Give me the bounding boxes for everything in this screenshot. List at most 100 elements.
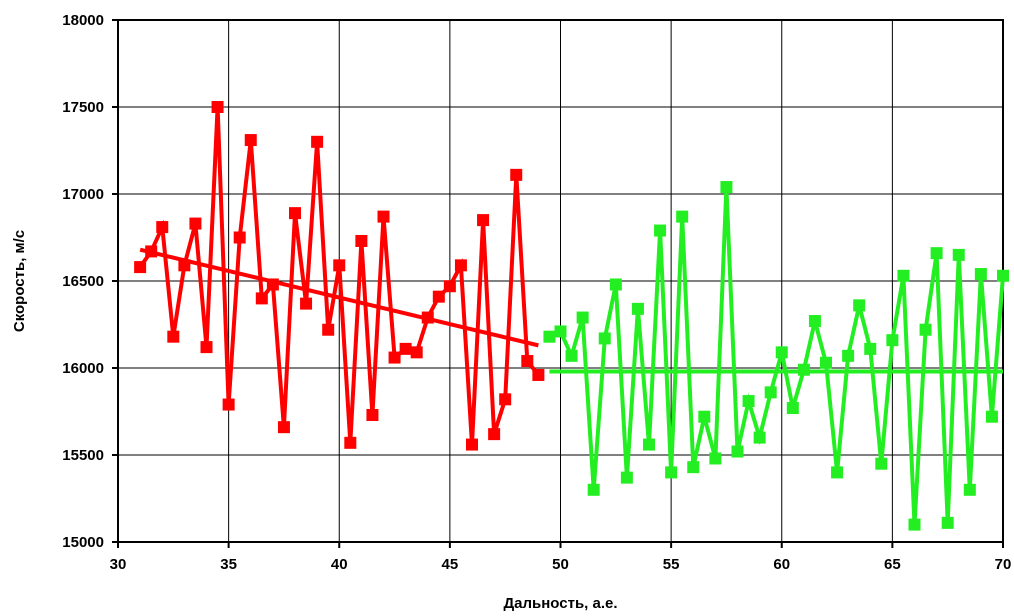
x-tick-label: 40: [331, 556, 348, 573]
series-1-point: [488, 428, 501, 441]
series-2-point: [963, 483, 976, 496]
series-1-point: [499, 393, 512, 406]
x-axis-title: Дальность, а.е.: [503, 595, 617, 612]
series-2-point: [598, 332, 611, 345]
y-tick-labels: 15000 15500 16000 16500 17000 17500 18000: [62, 12, 104, 551]
series-2-point: [676, 210, 689, 223]
series-2-point: [864, 342, 877, 355]
series-2-point: [797, 363, 810, 376]
series-1-point: [443, 280, 456, 293]
series-lines: [138, 106, 1005, 525]
y-axis-title: Скорость, м/с: [11, 230, 28, 332]
series-2-point: [985, 410, 998, 423]
series-2-point: [565, 349, 578, 362]
series-2-point: [919, 323, 932, 336]
series-2-point: [609, 278, 622, 291]
series-1-point: [466, 438, 478, 451]
series-2-point: [820, 356, 832, 369]
series-1-point: [388, 351, 401, 364]
series-1-point: [333, 259, 346, 272]
series-1-point: [156, 221, 169, 234]
series-2-point: [842, 349, 855, 362]
series-2-line: [548, 186, 1005, 525]
series-1-point: [277, 421, 290, 434]
x-tick-label: 70: [995, 556, 1012, 573]
series-2-point: [543, 330, 556, 343]
series-1-point: [134, 261, 147, 274]
series-1-point: [178, 259, 191, 272]
series-2-point: [576, 311, 589, 324]
series-2-point: [897, 269, 910, 282]
series-2-point: [665, 466, 678, 479]
series-2-point: [742, 395, 755, 408]
series-2-point: [631, 302, 644, 315]
series-1-point: [410, 346, 423, 359]
series-2-point: [941, 516, 954, 529]
series-2-point: [875, 457, 888, 470]
series-1-point: [355, 234, 368, 247]
series-2-point: [831, 466, 844, 479]
series-2-point: [974, 268, 987, 281]
series-1-point: [510, 168, 523, 181]
series-1-point: [233, 231, 246, 244]
series-1-point: [454, 259, 467, 272]
series-1-point: [300, 297, 313, 310]
series-1-point: [532, 368, 545, 381]
series-2-point: [764, 386, 777, 399]
x-tick-label: 50: [552, 556, 569, 573]
series-1-point: [366, 408, 379, 421]
series-1-point: [344, 436, 357, 449]
y-tick-label: 15000: [62, 534, 104, 551]
x-tick-labels: 30 35 40 45 50 55 60 65 70: [110, 556, 1012, 573]
series-2-point: [853, 299, 866, 312]
series-2-point: [554, 325, 567, 338]
series-2-point: [654, 224, 667, 237]
y-tick-label: 17000: [62, 186, 104, 203]
x-tick-label: 45: [442, 556, 459, 573]
x-tick-label: 55: [663, 556, 680, 573]
series-2-point: [698, 410, 711, 423]
series-2-point: [786, 402, 799, 415]
series-1-point: [266, 278, 279, 291]
series-1-point: [167, 330, 180, 343]
series-2-point: [930, 247, 943, 260]
series-2-point: [753, 431, 766, 444]
series-2-point: [643, 438, 655, 451]
series-1-point: [322, 323, 335, 336]
series-2-point: [620, 471, 633, 484]
trendline-1: [139, 247, 539, 348]
y-tick-label: 16000: [62, 360, 104, 377]
series-2-point: [997, 269, 1009, 282]
series-1-point: [521, 355, 534, 368]
series-1-point: [222, 398, 235, 411]
series-2-point: [952, 248, 965, 261]
series-1-point: [145, 245, 158, 258]
series-1-point: [421, 311, 434, 324]
series-1-point: [200, 341, 213, 354]
series-2-point: [687, 461, 700, 474]
x-tick-label: 60: [773, 556, 790, 573]
y-tick-label: 16500: [62, 273, 104, 290]
axis-ticks: [112, 19, 1004, 548]
series-2-point: [720, 181, 733, 194]
series-1-point: [377, 210, 390, 223]
series-1-point: [244, 134, 257, 147]
y-tick-label: 15500: [62, 447, 104, 464]
grid: [117, 19, 1004, 543]
series-2-point: [731, 445, 744, 458]
series-2-point: [886, 334, 899, 347]
series-1-point: [211, 101, 224, 113]
series-1-point: [255, 292, 268, 305]
series-1-point: [432, 290, 445, 303]
series-2-point: [775, 346, 788, 359]
series-1-point: [289, 207, 301, 220]
y-tick-label: 18000: [62, 12, 104, 29]
series-1-point: [399, 342, 412, 355]
y-tick-label: 17500: [62, 99, 104, 116]
series-2-point: [587, 483, 600, 496]
series-2-point: [808, 315, 821, 328]
x-tick-label: 35: [220, 556, 237, 573]
series-1-point: [189, 217, 202, 230]
x-tick-label: 65: [884, 556, 901, 573]
